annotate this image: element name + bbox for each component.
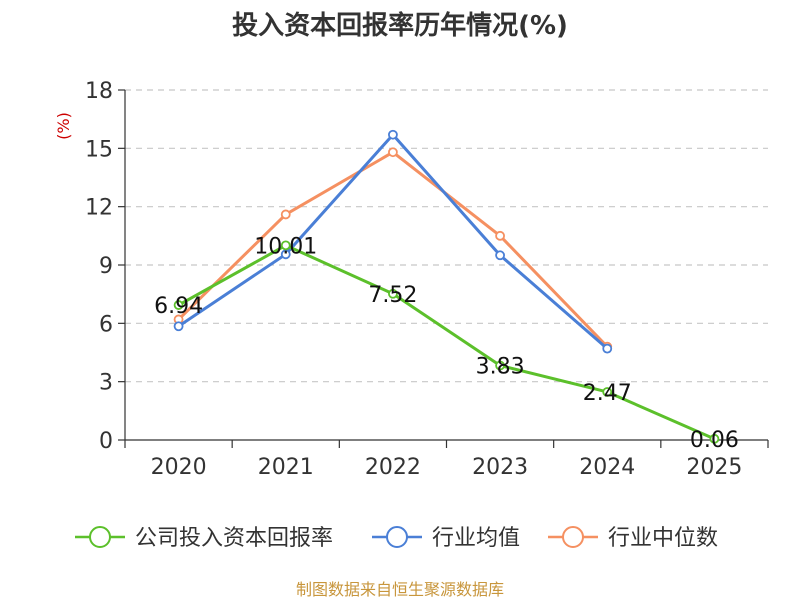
x-tick-label: 2024 [579, 455, 635, 480]
legend-item[interactable]: 行业中位数 [548, 526, 718, 551]
series-line [177, 133, 609, 350]
data-point [602, 343, 613, 354]
series-line [177, 150, 609, 348]
data-point [388, 147, 398, 158]
data-label: 3.83 [476, 355, 525, 380]
x-tick-label: 2022 [365, 455, 421, 480]
y-tick-label: 9 [99, 254, 113, 279]
data-label: 0.06 [690, 428, 739, 453]
data-point [709, 433, 720, 444]
data-point [495, 360, 505, 371]
legend-label: 公司投入资本回报率 [135, 526, 333, 551]
legend-item[interactable]: 公司投入资本回报率 [75, 526, 333, 551]
x-tick-label: 2023 [472, 455, 528, 480]
legend-marker [562, 526, 584, 548]
data-label: 6.94 [154, 294, 203, 319]
y-tick-label: 12 [85, 196, 113, 221]
y-tick-label: 0 [99, 429, 113, 454]
data-label: 10.01 [254, 234, 317, 259]
legend-item[interactable]: 行业均值 [372, 526, 520, 551]
data-point [280, 209, 291, 220]
x-tick-label: 2021 [258, 455, 314, 480]
data-point [495, 230, 505, 241]
data-point [173, 300, 184, 310]
chart-title: 投入资本回报率历年情况(%) [232, 10, 568, 41]
data-point [388, 129, 398, 140]
grid-lines [125, 89, 768, 383]
data-point [495, 250, 505, 261]
legend-marker [89, 526, 111, 548]
legend: 公司投入资本回报率 行业均值 行业中位数 [75, 526, 718, 551]
y-tick-label: 15 [85, 137, 113, 162]
y-axis-unit: (%) [54, 112, 73, 140]
y-tick-label: 6 [99, 312, 113, 337]
data-labels: 6.94 10.01 7.52 3.83 2.47 0.06 [154, 234, 739, 452]
data-point [173, 321, 184, 332]
data-label: 7.52 [368, 283, 417, 308]
data-point [388, 288, 398, 299]
y-tick-label: 3 [99, 371, 113, 396]
axes: 0 3 6 9 12 15 18 2020 2021 2022 2023 2024 2025 [85, 79, 769, 480]
legend-label: 行业中位数 [608, 526, 718, 551]
legend-label: 行业均值 [432, 526, 520, 551]
legend-marker [386, 526, 408, 548]
source-note: 制图数据来自恒生聚源数据库 [296, 580, 504, 599]
series-line [177, 243, 716, 441]
x-tick-label: 2025 [686, 455, 742, 480]
data-point [280, 240, 291, 251]
x-tick-label: 2020 [151, 455, 207, 480]
data-point [602, 387, 613, 397]
series-lines [173, 129, 720, 444]
data-point [280, 249, 291, 260]
y-tick-label: 18 [85, 79, 113, 104]
data-label: 2.47 [583, 381, 632, 406]
